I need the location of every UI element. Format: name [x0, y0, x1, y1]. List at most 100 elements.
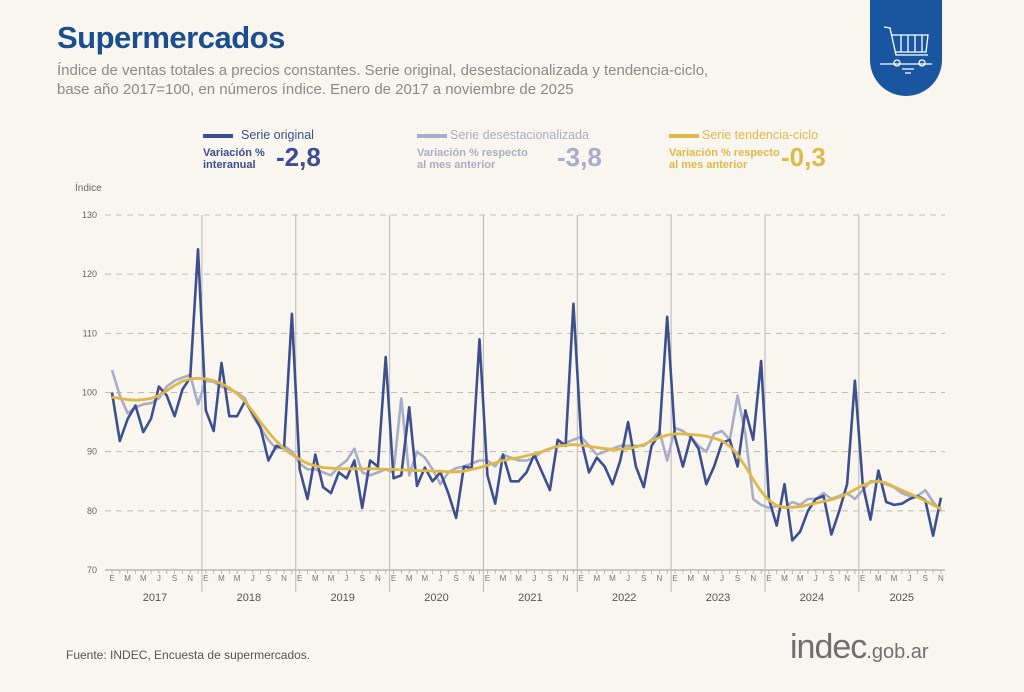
- month-label: E: [203, 574, 208, 583]
- y-tick-label: 90: [87, 447, 97, 457]
- month-label: E: [860, 574, 865, 583]
- month-label: J: [438, 574, 442, 583]
- month-label: S: [923, 574, 928, 583]
- month-label: J: [345, 574, 349, 583]
- month-label: M: [406, 574, 413, 583]
- month-label: M: [594, 574, 601, 583]
- month-label: M: [797, 574, 804, 583]
- legend-swatch: [669, 133, 699, 138]
- logo-text: indec: [790, 628, 867, 666]
- month-label: J: [908, 574, 912, 583]
- var-line: al mes anterior: [669, 159, 748, 171]
- source-note: Fuente: INDEC, Encuesta de supermercados…: [66, 648, 311, 662]
- variation-value-original: -2,8: [276, 142, 321, 172]
- month-label: J: [626, 574, 630, 583]
- month-label: E: [297, 574, 302, 583]
- y-tick-label: 130: [82, 210, 97, 220]
- month-label: M: [140, 574, 147, 583]
- month-label: S: [735, 574, 740, 583]
- logo-domain: .gob.ar: [866, 641, 929, 663]
- month-label: M: [703, 574, 710, 583]
- month-label: N: [844, 574, 850, 583]
- month-label: N: [938, 574, 944, 583]
- legend-deseasonalized: Serie desestacionalizada: [417, 128, 589, 142]
- y-tick-label: 80: [87, 506, 97, 516]
- year-label: 2025: [890, 592, 914, 604]
- legend-label: Serie desestacionalizada: [450, 128, 589, 142]
- month-label: E: [485, 574, 490, 583]
- month-label: N: [750, 574, 756, 583]
- month-label: J: [251, 574, 255, 583]
- shopping-cart-icon: [880, 26, 932, 74]
- month-label: S: [547, 574, 552, 583]
- legend-swatch: [203, 133, 233, 138]
- year-label: 2023: [706, 592, 730, 604]
- month-label: M: [515, 574, 522, 583]
- page-title: Supermercados: [57, 20, 285, 55]
- month-label: M: [234, 574, 241, 583]
- month-label: M: [875, 574, 882, 583]
- month-label: M: [891, 574, 898, 583]
- legend-label: Serie original: [241, 128, 314, 142]
- indec-logo: indec.gob.ar: [790, 628, 929, 667]
- month-label: N: [563, 574, 569, 583]
- month-label: S: [453, 574, 458, 583]
- month-label: S: [172, 574, 177, 583]
- month-label: E: [579, 574, 584, 583]
- legend-label: Serie tendencia-ciclo: [702, 128, 819, 142]
- month-label: M: [687, 574, 694, 583]
- var-line: Variación % respecto: [669, 147, 780, 159]
- year-label: 2022: [612, 592, 636, 604]
- month-label: S: [360, 574, 365, 583]
- supermarket-badge: [870, 0, 942, 96]
- y-tick-label: 110: [83, 328, 97, 338]
- var-line: Variación % respecto: [417, 147, 528, 159]
- legend-trend: Serie tendencia-ciclo: [669, 128, 818, 142]
- variation-value-trend: -0,3: [781, 142, 826, 172]
- month-label: E: [766, 574, 771, 583]
- month-label: M: [421, 574, 428, 583]
- year-label: 2018: [237, 592, 261, 604]
- y-tick-label: 70: [87, 565, 97, 575]
- month-label: N: [187, 574, 193, 583]
- month-label: M: [218, 574, 225, 583]
- subtitle-line-1: Índice de ventas totales a precios const…: [57, 62, 709, 79]
- series-line-trend: [111, 376, 942, 511]
- year-label: 2020: [424, 592, 448, 604]
- month-label: N: [657, 574, 663, 583]
- month-label: M: [312, 574, 319, 583]
- year-label: 2024: [800, 592, 824, 604]
- month-label: N: [281, 574, 287, 583]
- variation-label-trend: Variación % respecto al mes anterior: [669, 147, 780, 171]
- month-label: M: [609, 574, 616, 583]
- month-label: E: [109, 574, 114, 583]
- variation-label-original: Variación % interanual: [203, 147, 265, 171]
- legend-swatch: [417, 133, 447, 138]
- month-label: S: [641, 574, 646, 583]
- year-label: 2021: [518, 592, 542, 604]
- month-label: M: [124, 574, 131, 583]
- month-label: E: [672, 574, 677, 583]
- var-line: interanual: [203, 159, 256, 171]
- subtitle-line-2: base año 2017=100, en números índice. En…: [57, 81, 574, 98]
- var-line: al mes anterior: [417, 159, 496, 171]
- month-label: J: [814, 574, 818, 583]
- year-label: 2019: [330, 592, 354, 604]
- month-label: N: [375, 574, 381, 583]
- y-tick-label: 120: [82, 269, 97, 279]
- month-label: M: [328, 574, 335, 583]
- month-label: M: [781, 574, 788, 583]
- month-label: M: [500, 574, 507, 583]
- y-tick-label: 100: [82, 388, 97, 398]
- y-axis-label: Índice: [75, 183, 102, 194]
- month-label: J: [157, 574, 161, 583]
- year-label: 2017: [143, 592, 167, 604]
- month-label: J: [720, 574, 724, 583]
- month-label: S: [829, 574, 834, 583]
- var-line: Variación %: [203, 147, 265, 159]
- month-label: N: [469, 574, 475, 583]
- variation-value-deseasonalized: -3,8: [557, 142, 602, 172]
- month-label: S: [266, 574, 271, 583]
- legend-original: Serie original: [203, 128, 314, 142]
